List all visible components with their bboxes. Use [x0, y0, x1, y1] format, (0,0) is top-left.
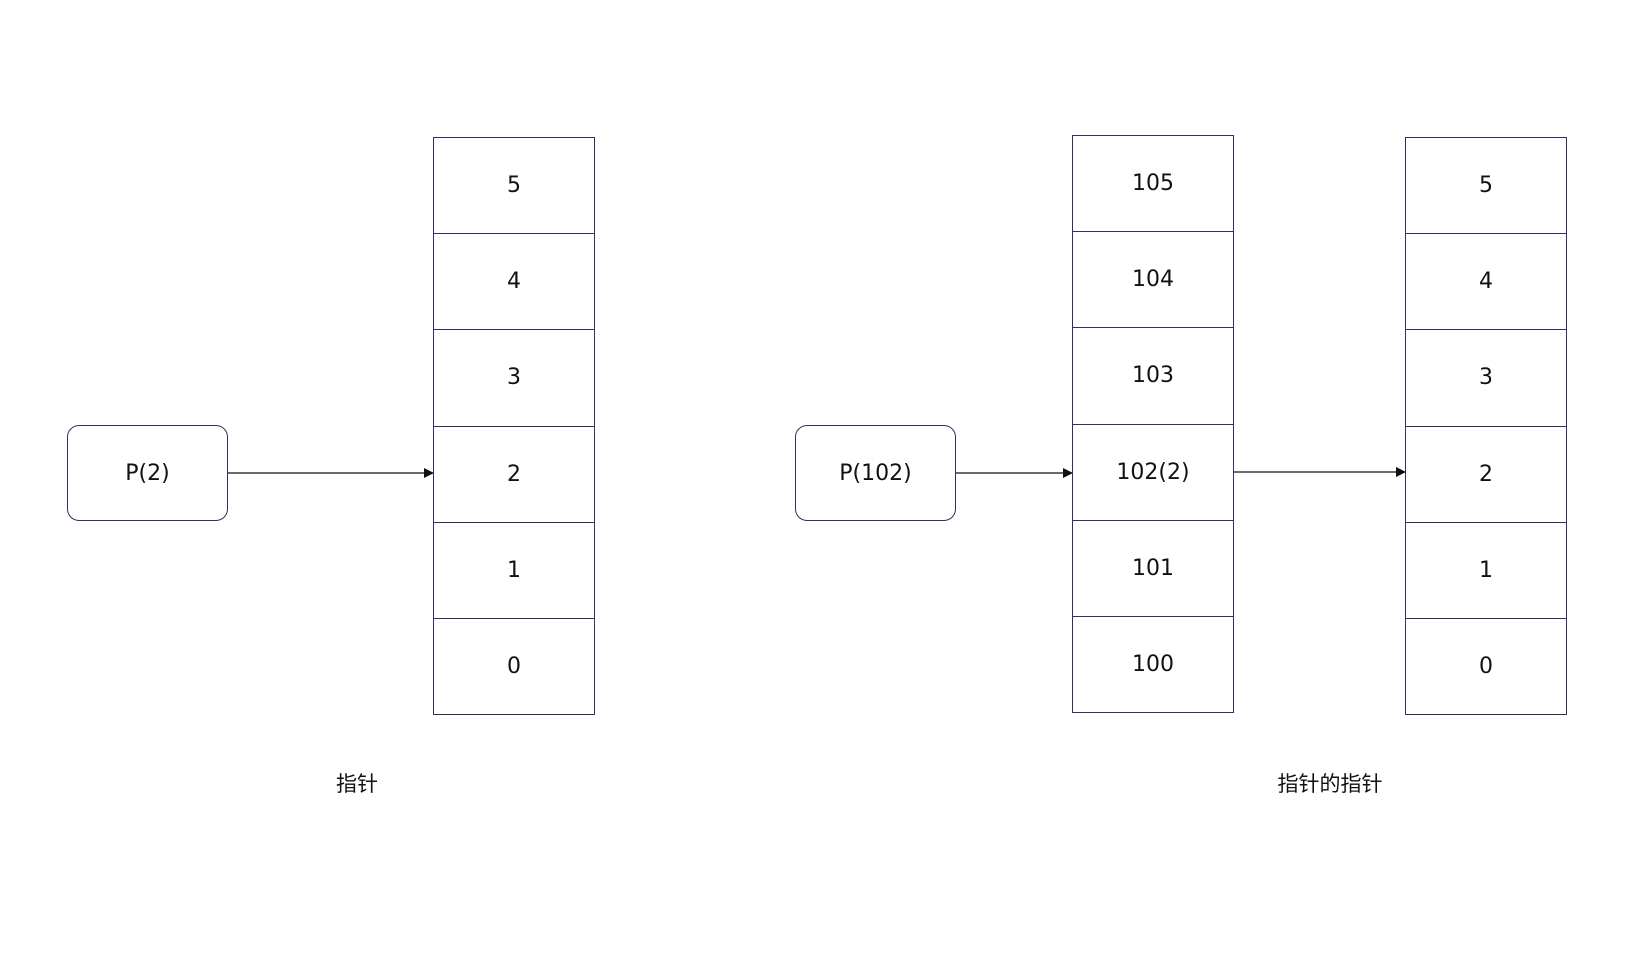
pointer-label: P(2): [125, 460, 170, 486]
pointer-box-p2: P(2): [67, 425, 228, 521]
memory-cell: 5: [434, 138, 594, 235]
pointer-label: P(102): [839, 460, 912, 486]
address-cell: 103: [1073, 328, 1233, 425]
memory-cell: 1: [1406, 523, 1566, 619]
memory-cell: 2: [1406, 427, 1566, 523]
memory-cell: 1: [434, 523, 594, 619]
memory-cell: 5: [1406, 138, 1566, 235]
memory-column-target-values: 5 4 3 2 1 0: [1405, 137, 1567, 715]
memory-cell: 4: [434, 234, 594, 331]
memory-cell: 2: [434, 427, 594, 523]
address-cell: 104: [1073, 232, 1233, 329]
pointer-box-p102: P(102): [795, 425, 956, 521]
memory-column-values: 5 4 3 2 1 0: [433, 137, 595, 715]
address-cell: 105: [1073, 136, 1233, 233]
address-cell: 102(2): [1073, 425, 1233, 521]
memory-cell: 0: [507, 653, 521, 679]
address-cell: 101: [1073, 521, 1233, 617]
memory-cell: 3: [434, 330, 594, 427]
caption-pointer-to-pointer: 指针的指针: [1277, 772, 1383, 796]
memory-column-addresses: 105 104 103 102(2) 101 100: [1072, 135, 1234, 713]
address-cell: 100: [1132, 651, 1174, 677]
memory-cell: 0: [1479, 653, 1493, 679]
memory-cell: 4: [1406, 234, 1566, 331]
memory-cell: 3: [1406, 330, 1566, 427]
caption-pointer: 指针: [336, 772, 378, 796]
